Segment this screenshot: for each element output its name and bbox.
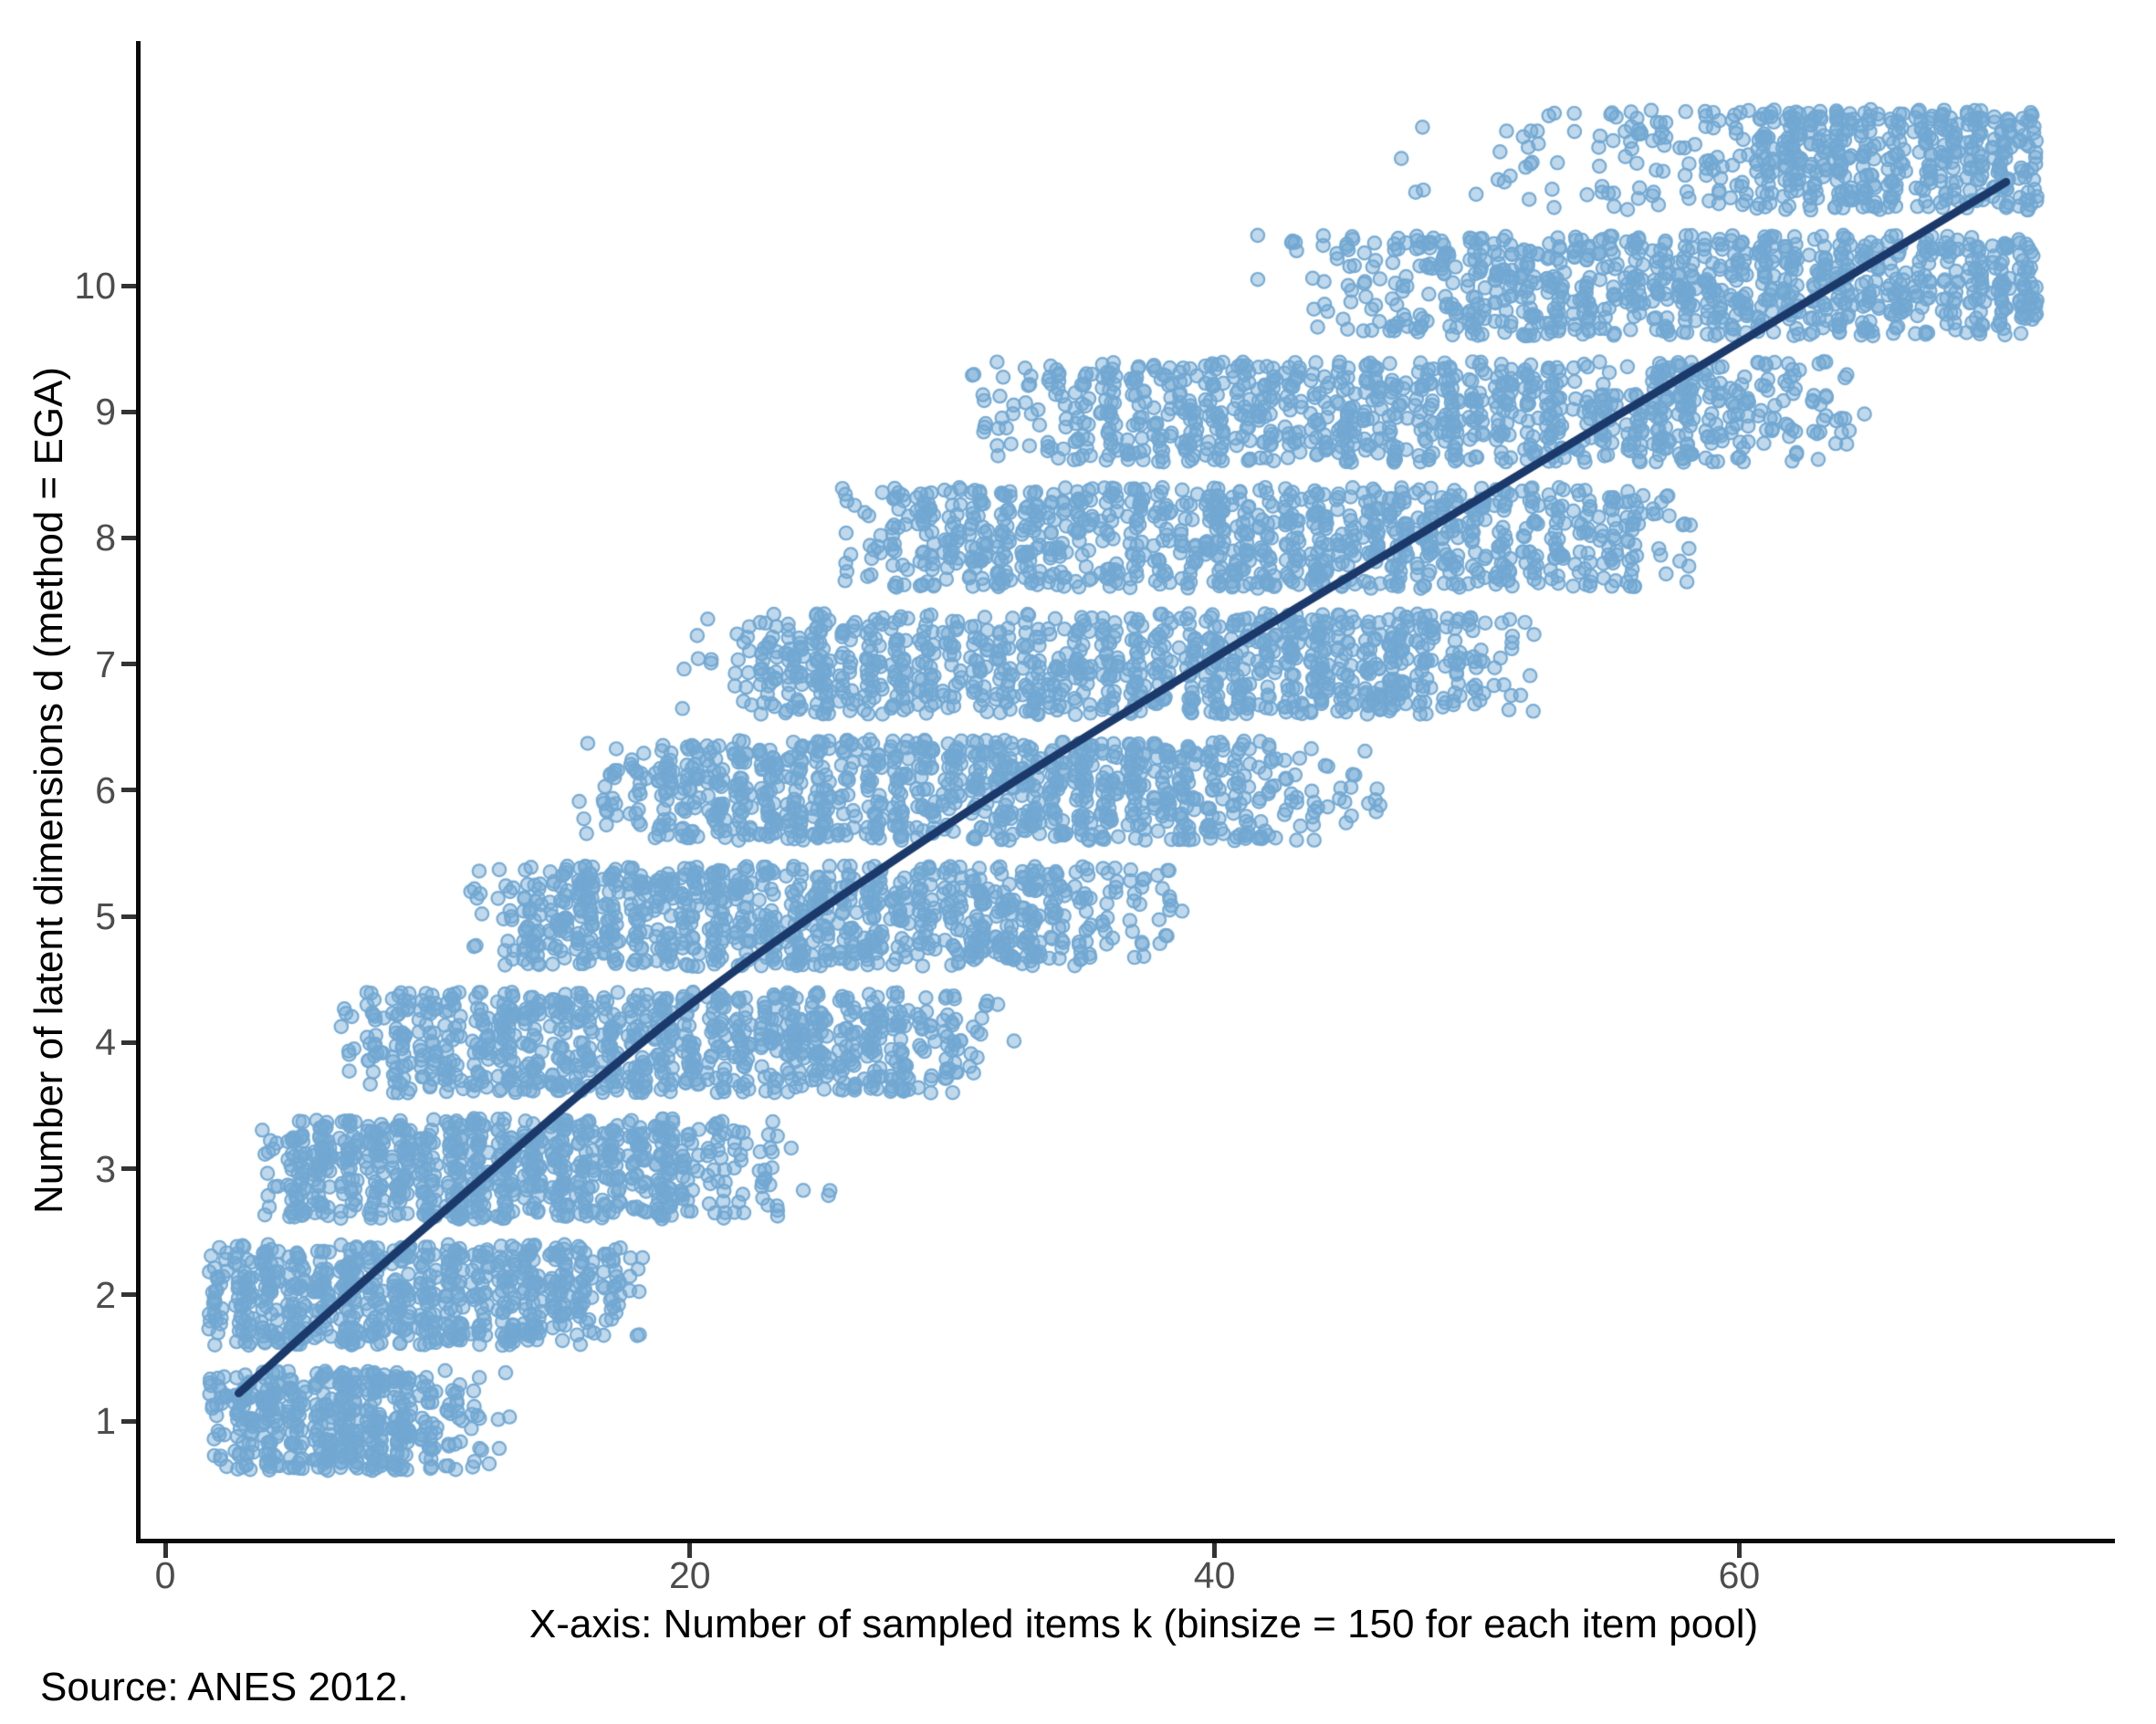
x-axis-tick-label: 40: [1193, 1554, 1236, 1596]
y-axis-tick-label: 10: [74, 265, 116, 308]
y-axis-tick: [121, 283, 136, 288]
y-axis-tick: [121, 914, 136, 919]
y-axis-tick-label: 3: [95, 1147, 116, 1190]
y-axis-tick: [121, 1166, 136, 1172]
y-axis-title: Number of latent dimensions d (method = …: [26, 366, 71, 1215]
y-axis-tick: [121, 1292, 136, 1298]
y-axis-tick-label: 9: [95, 391, 116, 434]
x-axis-tick: [1736, 1543, 1742, 1558]
x-axis-tick-label: 20: [668, 1554, 711, 1596]
y-axis-tick-label: 7: [95, 643, 116, 685]
y-axis-line: [136, 41, 141, 1543]
x-axis-tick: [687, 1543, 693, 1558]
y-axis-tick: [121, 1418, 136, 1424]
x-axis-tick-label: 0: [154, 1554, 176, 1596]
x-axis-tick: [1212, 1543, 1218, 1558]
x-axis-line: [136, 1539, 2115, 1543]
y-axis-tick-label: 8: [95, 517, 116, 559]
x-axis-tick-label: 60: [1718, 1554, 1761, 1596]
y-axis-tick: [121, 662, 136, 667]
x-axis-tick: [162, 1543, 168, 1558]
y-axis-tick: [121, 788, 136, 793]
y-axis-tick-label: 4: [95, 1021, 116, 1064]
source-note: Source: ANES 2012.: [40, 1665, 409, 1709]
y-axis-tick-label: 5: [95, 895, 116, 938]
y-axis-tick: [121, 1040, 136, 1045]
y-axis-tick: [121, 535, 136, 540]
y-axis-tick-label: 6: [95, 768, 116, 811]
y-axis-tick-label: 1: [95, 1400, 116, 1442]
x-axis-title: X-axis: Number of sampled items k (binsi…: [529, 1602, 1759, 1646]
y-axis-tick: [121, 409, 136, 414]
y-axis-tick-label: 2: [95, 1273, 116, 1316]
